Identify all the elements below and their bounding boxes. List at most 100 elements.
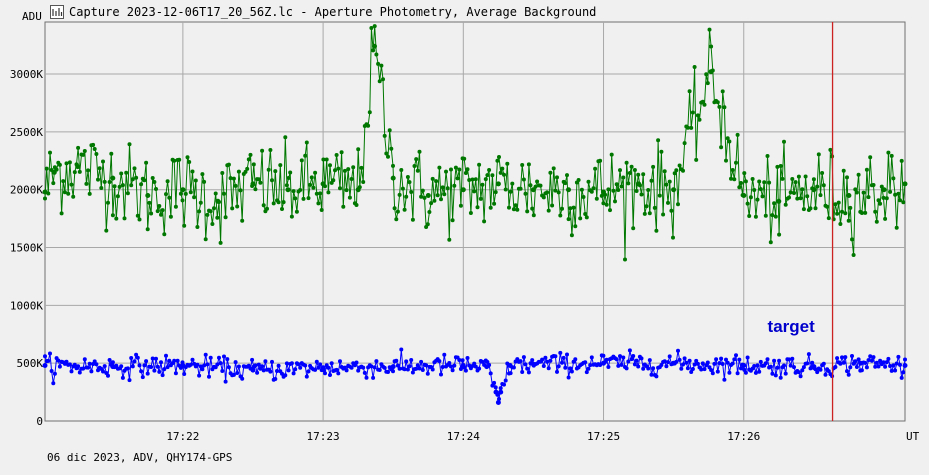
data-point bbox=[821, 183, 826, 188]
data-point bbox=[188, 362, 193, 367]
data-point bbox=[503, 378, 508, 383]
data-point bbox=[328, 373, 332, 377]
plot-area[interactable] bbox=[44, 21, 906, 422]
data-point bbox=[753, 214, 758, 219]
data-point bbox=[545, 359, 550, 364]
data-point bbox=[818, 367, 823, 372]
data-point-key bbox=[355, 187, 361, 193]
data-point bbox=[404, 359, 409, 364]
data-point bbox=[256, 362, 261, 367]
data-point bbox=[331, 178, 336, 183]
data-point bbox=[222, 354, 226, 359]
data-point bbox=[304, 140, 309, 145]
data-point bbox=[150, 176, 155, 180]
data-point bbox=[808, 366, 813, 371]
data-point bbox=[240, 376, 245, 381]
data-point bbox=[507, 205, 511, 210]
data-point bbox=[609, 152, 614, 157]
data-point bbox=[89, 369, 94, 374]
data-point bbox=[508, 371, 513, 376]
data-point bbox=[646, 366, 651, 371]
data-point bbox=[197, 209, 202, 214]
data-point bbox=[316, 365, 321, 370]
data-point bbox=[195, 362, 200, 367]
data-point bbox=[212, 206, 216, 211]
data-point bbox=[193, 178, 198, 183]
data-point bbox=[676, 348, 680, 353]
data-point bbox=[526, 370, 531, 375]
data-point bbox=[878, 358, 883, 363]
data-point bbox=[425, 371, 430, 376]
data-point bbox=[195, 225, 200, 229]
data-point bbox=[873, 364, 878, 369]
data-point bbox=[76, 364, 81, 369]
data-point bbox=[659, 149, 664, 154]
data-point bbox=[833, 202, 838, 207]
data-point bbox=[155, 364, 160, 369]
data-point bbox=[722, 377, 727, 382]
data-point bbox=[619, 362, 624, 367]
data-point bbox=[468, 211, 473, 215]
data-point-key bbox=[390, 364, 396, 370]
data-point bbox=[737, 185, 742, 190]
data-point bbox=[497, 155, 501, 159]
data-point bbox=[639, 192, 644, 197]
data-point bbox=[584, 370, 589, 375]
data-point bbox=[172, 158, 177, 163]
data-point bbox=[61, 179, 66, 184]
data-point bbox=[894, 361, 899, 366]
data-point bbox=[394, 217, 399, 222]
data-point bbox=[492, 201, 497, 206]
data-point bbox=[690, 367, 695, 371]
data-point bbox=[525, 366, 530, 371]
data-point bbox=[76, 145, 81, 150]
data-point bbox=[677, 163, 682, 168]
data-point bbox=[286, 368, 291, 373]
data-point bbox=[134, 175, 139, 180]
data-point bbox=[586, 366, 591, 371]
data-point bbox=[704, 72, 709, 77]
data-point bbox=[758, 359, 763, 364]
data-point bbox=[240, 218, 245, 223]
data-point-key bbox=[708, 69, 714, 75]
data-point bbox=[442, 192, 447, 197]
data-point bbox=[818, 193, 823, 198]
data-point bbox=[101, 369, 105, 374]
data-point bbox=[757, 369, 762, 374]
data-point bbox=[813, 206, 818, 211]
data-point bbox=[710, 371, 715, 376]
data-point bbox=[218, 240, 223, 245]
data-point bbox=[260, 148, 265, 153]
data-point bbox=[898, 198, 902, 203]
data-point bbox=[672, 171, 677, 176]
data-point bbox=[77, 370, 82, 375]
data-point bbox=[843, 355, 848, 360]
data-point bbox=[492, 380, 497, 385]
data-point bbox=[573, 357, 578, 362]
data-point bbox=[96, 177, 100, 182]
data-point bbox=[66, 191, 71, 196]
data-point bbox=[820, 171, 825, 175]
data-point bbox=[748, 195, 753, 200]
data-point bbox=[450, 218, 455, 223]
data-point-key bbox=[215, 198, 221, 204]
data-point bbox=[425, 222, 430, 227]
data-point bbox=[674, 168, 679, 173]
data-point bbox=[472, 361, 477, 366]
data-point bbox=[86, 168, 91, 173]
data-point bbox=[271, 201, 276, 206]
data-point bbox=[816, 152, 821, 157]
data-point bbox=[463, 368, 468, 373]
data-point bbox=[700, 99, 705, 104]
data-point bbox=[788, 363, 793, 368]
data-point bbox=[268, 148, 273, 152]
data-point bbox=[743, 370, 748, 375]
data-point bbox=[243, 169, 248, 174]
data-point bbox=[845, 175, 849, 180]
data-point bbox=[260, 364, 265, 369]
data-point bbox=[135, 355, 140, 360]
data-point bbox=[878, 201, 883, 206]
data-point bbox=[792, 191, 796, 195]
data-point bbox=[99, 186, 104, 190]
